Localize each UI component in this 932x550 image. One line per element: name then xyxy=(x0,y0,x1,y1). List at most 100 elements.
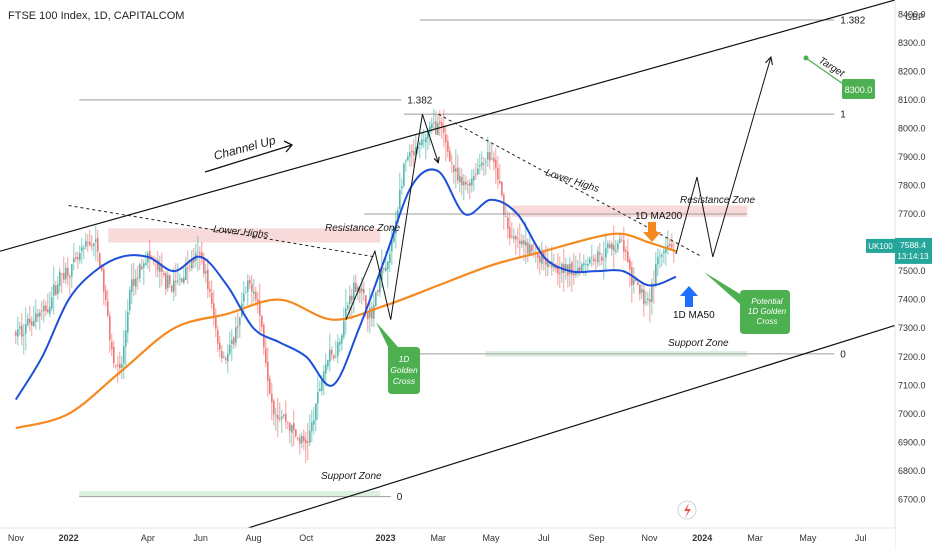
candle-body xyxy=(437,123,439,136)
candle-body xyxy=(493,157,495,162)
candle xyxy=(65,262,67,285)
target-icon[interactable] xyxy=(677,500,697,520)
candle-body xyxy=(93,243,95,246)
golden-cross-box xyxy=(376,322,420,394)
candle-body xyxy=(45,305,47,312)
candle xyxy=(71,263,73,288)
candle-body xyxy=(409,152,411,157)
candle-body xyxy=(333,354,335,358)
candle-body xyxy=(159,265,161,272)
x-tick-label-4: Aug xyxy=(245,533,261,543)
candle xyxy=(291,424,293,447)
candle-body xyxy=(209,288,211,292)
candle-body xyxy=(355,282,357,292)
candle xyxy=(115,364,117,369)
channel-lower-line xyxy=(248,324,896,529)
potential-cross-box xyxy=(704,272,790,334)
candle-body xyxy=(203,257,205,274)
candle xyxy=(35,299,37,330)
candle-body xyxy=(275,415,277,417)
candle-body xyxy=(217,330,219,344)
candle xyxy=(185,256,187,281)
candle-body xyxy=(265,348,267,363)
fib-level-label-4: 0 xyxy=(397,492,403,503)
candle-body xyxy=(603,259,605,261)
candle xyxy=(249,275,251,289)
candle xyxy=(283,413,285,419)
candle-body xyxy=(69,276,71,278)
candle-body xyxy=(473,175,475,181)
candle-body xyxy=(557,266,559,274)
chart-title: FTSE 100 Index, 1D, CAPITALCOM xyxy=(8,10,184,22)
last-price-badge[interactable] xyxy=(895,237,932,264)
symbol-badge[interactable] xyxy=(866,238,895,253)
candle xyxy=(479,154,481,175)
candle-body xyxy=(205,271,207,274)
candle xyxy=(29,305,31,332)
y-tick-label-1: 6700.0 xyxy=(898,494,926,504)
candle-body xyxy=(611,243,613,250)
candle-body xyxy=(167,275,169,288)
candle-body xyxy=(313,420,315,425)
candle-body xyxy=(35,313,37,322)
candle xyxy=(463,173,465,200)
candle-body xyxy=(59,271,61,286)
candle xyxy=(473,168,475,192)
future-projection-path xyxy=(675,56,772,258)
candle-body xyxy=(627,251,629,263)
candle xyxy=(431,117,433,134)
candle xyxy=(67,257,69,286)
candle-body xyxy=(33,321,35,326)
candle xyxy=(343,307,345,340)
candle-body xyxy=(65,267,67,280)
channel-up-arrowhead xyxy=(283,140,294,153)
candle xyxy=(135,269,137,295)
candle-body xyxy=(647,298,649,300)
price-axis-background[interactable] xyxy=(895,0,932,550)
candle-body xyxy=(307,441,309,443)
candle xyxy=(79,245,81,264)
candle xyxy=(327,359,329,370)
candle-body xyxy=(667,245,669,249)
candle xyxy=(319,380,321,392)
candle-body xyxy=(55,285,57,295)
time-axis-background[interactable] xyxy=(0,528,895,550)
y-tick-label-12: 7800.0 xyxy=(898,181,926,191)
candle xyxy=(419,140,421,159)
candle-body xyxy=(367,312,369,320)
candle-body xyxy=(301,435,303,443)
candle xyxy=(405,158,407,172)
target-point xyxy=(803,55,809,61)
candle-body xyxy=(569,263,571,274)
candle-body xyxy=(617,243,619,250)
candle-body xyxy=(389,253,391,263)
currency-label[interactable]: GBP xyxy=(905,12,924,22)
candle-body xyxy=(25,324,27,334)
candle xyxy=(45,300,47,317)
candle-body xyxy=(401,186,403,189)
candle xyxy=(403,162,405,189)
candle xyxy=(401,178,403,195)
candle xyxy=(15,329,17,344)
candle-body xyxy=(471,178,473,186)
candle xyxy=(175,263,177,297)
candle xyxy=(203,252,205,278)
candle-body xyxy=(339,342,341,345)
candle-body xyxy=(17,329,19,337)
candle-body xyxy=(513,236,515,239)
candle xyxy=(487,136,489,168)
x-tick-label-12: 2024 xyxy=(692,533,712,543)
y-tick-label-5: 7100.0 xyxy=(898,380,926,390)
candle-body xyxy=(185,267,187,280)
candle-body xyxy=(89,241,91,246)
candle-body xyxy=(485,161,487,163)
candle xyxy=(43,299,45,323)
candle xyxy=(495,148,497,184)
candle-body xyxy=(651,283,653,302)
candle-body xyxy=(495,159,497,169)
candle-body xyxy=(127,312,129,333)
candle-body xyxy=(91,245,93,247)
candle-body xyxy=(201,252,203,259)
x-tick-label-14: May xyxy=(799,533,817,543)
candle-body xyxy=(297,438,299,440)
